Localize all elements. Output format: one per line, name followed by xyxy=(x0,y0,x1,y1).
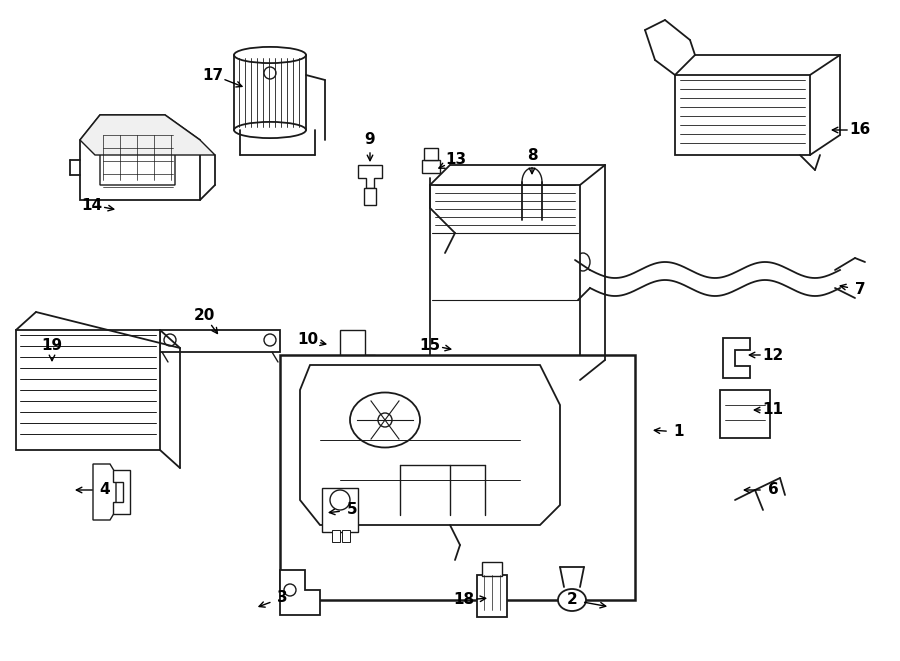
Bar xyxy=(342,530,350,542)
Ellipse shape xyxy=(576,253,590,271)
Text: 9: 9 xyxy=(364,132,375,147)
Ellipse shape xyxy=(234,122,306,138)
Bar xyxy=(675,75,810,155)
Ellipse shape xyxy=(330,490,350,510)
Polygon shape xyxy=(364,188,376,205)
Text: 13: 13 xyxy=(446,153,466,167)
Ellipse shape xyxy=(164,334,176,346)
Ellipse shape xyxy=(264,334,276,346)
Polygon shape xyxy=(280,570,320,615)
Polygon shape xyxy=(80,115,200,200)
Polygon shape xyxy=(16,330,160,450)
Bar xyxy=(332,530,340,542)
Ellipse shape xyxy=(378,413,392,427)
Bar xyxy=(160,330,280,352)
Ellipse shape xyxy=(558,589,586,611)
Polygon shape xyxy=(80,115,215,155)
Text: 18: 18 xyxy=(454,592,474,607)
Bar xyxy=(477,575,507,617)
Text: 8: 8 xyxy=(526,147,537,163)
Text: 16: 16 xyxy=(850,122,870,137)
Text: 17: 17 xyxy=(202,67,223,83)
Polygon shape xyxy=(113,470,130,514)
Polygon shape xyxy=(514,224,550,240)
Polygon shape xyxy=(723,338,750,378)
Text: 5: 5 xyxy=(346,502,357,518)
Text: 4: 4 xyxy=(100,483,111,498)
Text: 7: 7 xyxy=(855,282,865,297)
Text: 20: 20 xyxy=(194,307,215,323)
Text: 1: 1 xyxy=(674,424,684,440)
Bar xyxy=(280,355,635,600)
Text: 11: 11 xyxy=(762,403,784,418)
Bar xyxy=(322,488,358,532)
Ellipse shape xyxy=(234,47,306,63)
Polygon shape xyxy=(300,365,560,525)
Polygon shape xyxy=(358,165,382,188)
Polygon shape xyxy=(340,330,375,370)
Text: 3: 3 xyxy=(276,590,287,605)
Bar xyxy=(720,390,770,438)
Ellipse shape xyxy=(522,168,542,196)
Text: 14: 14 xyxy=(81,198,103,212)
Polygon shape xyxy=(424,148,438,160)
Polygon shape xyxy=(430,185,580,395)
Text: 15: 15 xyxy=(419,338,441,352)
Ellipse shape xyxy=(522,215,542,225)
Text: 6: 6 xyxy=(768,483,778,498)
Text: 10: 10 xyxy=(297,332,319,348)
Ellipse shape xyxy=(284,584,296,596)
Text: 12: 12 xyxy=(762,348,784,362)
Text: 19: 19 xyxy=(41,338,63,352)
Ellipse shape xyxy=(350,393,420,447)
Polygon shape xyxy=(422,160,440,173)
Text: 2: 2 xyxy=(567,592,578,607)
Bar xyxy=(482,562,502,576)
Polygon shape xyxy=(93,464,116,520)
Ellipse shape xyxy=(264,67,276,79)
